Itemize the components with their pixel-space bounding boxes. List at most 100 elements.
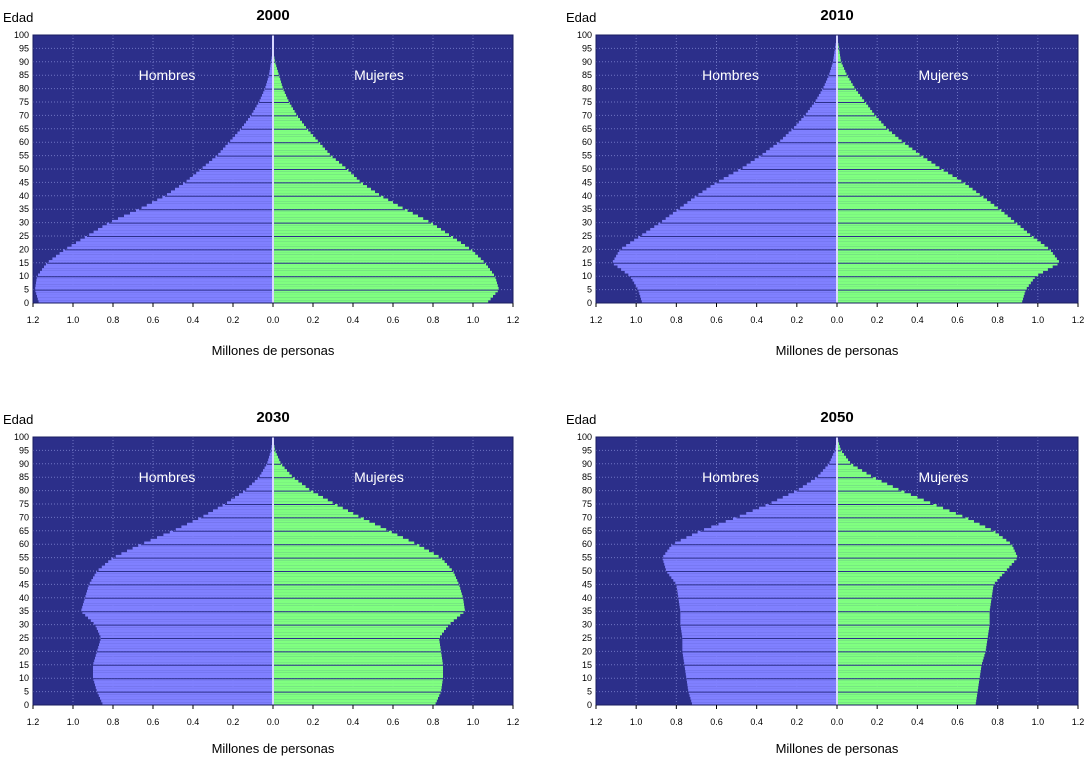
bar-hombres-age-7 <box>687 683 837 687</box>
bar-mujeres-age-68 <box>837 520 974 523</box>
bar-mujeres-age-28 <box>837 627 990 630</box>
bar-hombres-age-75 <box>227 501 273 504</box>
bar-mujeres-age-33 <box>837 613 990 617</box>
bar-hombres-age-52 <box>750 160 837 164</box>
bar-hombres-age-89 <box>827 463 837 467</box>
bar-hombres-age-3 <box>639 292 837 295</box>
y-tick-label: 30 <box>582 620 592 630</box>
y-tick-label: 55 <box>19 151 29 161</box>
bar-hombres-age-37 <box>83 603 273 606</box>
bar-mujeres-age-67 <box>273 120 302 124</box>
bar-hombres-age-54 <box>111 557 274 561</box>
bar-hombres-age-41 <box>86 592 273 596</box>
bar-hombres-age-73 <box>759 506 837 510</box>
bar-hombres-age-19 <box>96 651 273 655</box>
bar-mujeres-age-47 <box>273 174 354 178</box>
bar-hombres-age-35 <box>141 206 273 210</box>
bar-mujeres-age-25 <box>837 233 1031 236</box>
bar-mujeres-age-46 <box>837 177 957 180</box>
bar-mujeres-age-39 <box>273 195 384 199</box>
bar-hombres-age-34 <box>676 209 837 212</box>
bar-mujeres-age-45 <box>837 581 995 585</box>
bar-mujeres-age-47 <box>837 174 953 178</box>
bar-mujeres-age-8 <box>837 278 1033 282</box>
bar-hombres-age-35 <box>680 206 837 210</box>
bar-hombres-age-85 <box>259 474 273 478</box>
bar-hombres-age-27 <box>681 629 837 633</box>
bar-hombres-age-58 <box>132 546 273 550</box>
x-tick-label: 0.4 <box>187 315 200 325</box>
bar-mujeres-age-43 <box>273 185 367 188</box>
bar-hombres-age-6 <box>95 686 273 689</box>
bar-mujeres-age-88 <box>837 466 858 470</box>
y-tick-label: 35 <box>19 606 29 616</box>
bar-hombres-age-72 <box>255 107 273 111</box>
y-tick-label: 75 <box>19 97 29 107</box>
bar-hombres-age-22 <box>630 241 837 245</box>
bar-hombres-age-73 <box>217 506 273 510</box>
bar-mujeres-age-13 <box>837 667 981 671</box>
bar-mujeres-age-27 <box>837 227 1024 231</box>
bar-hombres-age-13 <box>684 667 837 671</box>
bar-mujeres-age-11 <box>273 672 443 676</box>
x-tick-label: 1.2 <box>1072 315 1085 325</box>
bar-mujeres-age-14 <box>273 262 486 266</box>
bar-mujeres-age-68 <box>273 520 370 523</box>
bar-hombres-age-74 <box>813 102 837 105</box>
bar-mujeres-age-30 <box>273 219 429 223</box>
bar-mujeres-age-79 <box>273 88 284 92</box>
bar-mujeres-age-7 <box>273 683 442 687</box>
bar-mujeres-age-73 <box>273 104 292 108</box>
bar-hombres-age-69 <box>198 517 273 521</box>
bar-hombres-age-68 <box>192 520 273 523</box>
bar-hombres-age-69 <box>250 115 273 119</box>
bar-mujeres-age-5 <box>837 688 978 692</box>
bar-hombres-age-36 <box>683 203 837 207</box>
bar-mujeres-age-89 <box>273 463 283 467</box>
bar-mujeres-age-71 <box>273 110 295 113</box>
bar-hombres-age-57 <box>223 147 273 151</box>
bar-mujeres-age-85 <box>273 72 279 76</box>
bar-hombres-age-91 <box>830 458 837 462</box>
x-tick-label: 1.0 <box>467 315 480 325</box>
bar-mujeres-age-18 <box>273 252 476 255</box>
bar-mujeres-age-50 <box>273 568 452 571</box>
bar-hombres-age-14 <box>613 262 837 266</box>
bar-hombres-age-63 <box>691 533 837 537</box>
x-tick-label: 1.0 <box>630 717 643 727</box>
y-tick-label: 5 <box>587 285 592 295</box>
bar-mujeres-age-80 <box>837 487 899 491</box>
y-tick-label: 30 <box>19 620 29 630</box>
bar-hombres-age-53 <box>663 560 837 563</box>
bar-mujeres-age-70 <box>273 112 297 116</box>
bar-hombres-age-43 <box>710 185 837 188</box>
bar-hombres-age-28 <box>102 225 274 228</box>
bar-hombres-age-11 <box>40 270 273 274</box>
bar-hombres-age-86 <box>269 69 273 73</box>
y-tick-label: 95 <box>19 43 29 53</box>
bar-mujeres-age-14 <box>273 664 443 668</box>
bar-mujeres-age-29 <box>273 222 433 226</box>
bar-mujeres-age-73 <box>273 506 343 510</box>
bar-mujeres-age-35 <box>273 608 465 612</box>
bar-hombres-age-32 <box>680 616 837 620</box>
bar-hombres-age-20 <box>682 648 837 652</box>
bar-hombres-age-56 <box>121 552 274 555</box>
bar-hombres-age-93 <box>833 453 837 456</box>
y-tick-label: 25 <box>19 633 29 643</box>
bar-hombres-age-25 <box>100 635 274 638</box>
bar-hombres-age-73 <box>811 104 837 108</box>
x-tick-label: 1.0 <box>630 315 643 325</box>
bar-mujeres-age-6 <box>837 686 979 689</box>
bar-mujeres-age-5 <box>273 286 499 290</box>
bar-hombres-age-4 <box>688 691 837 695</box>
label-hombres: Hombres <box>139 67 196 83</box>
bar-hombres-age-92 <box>269 455 273 459</box>
bar-mujeres-age-25 <box>273 233 449 236</box>
bar-hombres-age-72 <box>809 107 837 111</box>
bar-hombres-age-50 <box>665 568 837 571</box>
bar-mujeres-age-42 <box>837 589 993 593</box>
bar-mujeres-age-71 <box>837 512 956 515</box>
bar-mujeres-age-42 <box>273 589 461 593</box>
bar-mujeres-age-68 <box>273 118 300 121</box>
